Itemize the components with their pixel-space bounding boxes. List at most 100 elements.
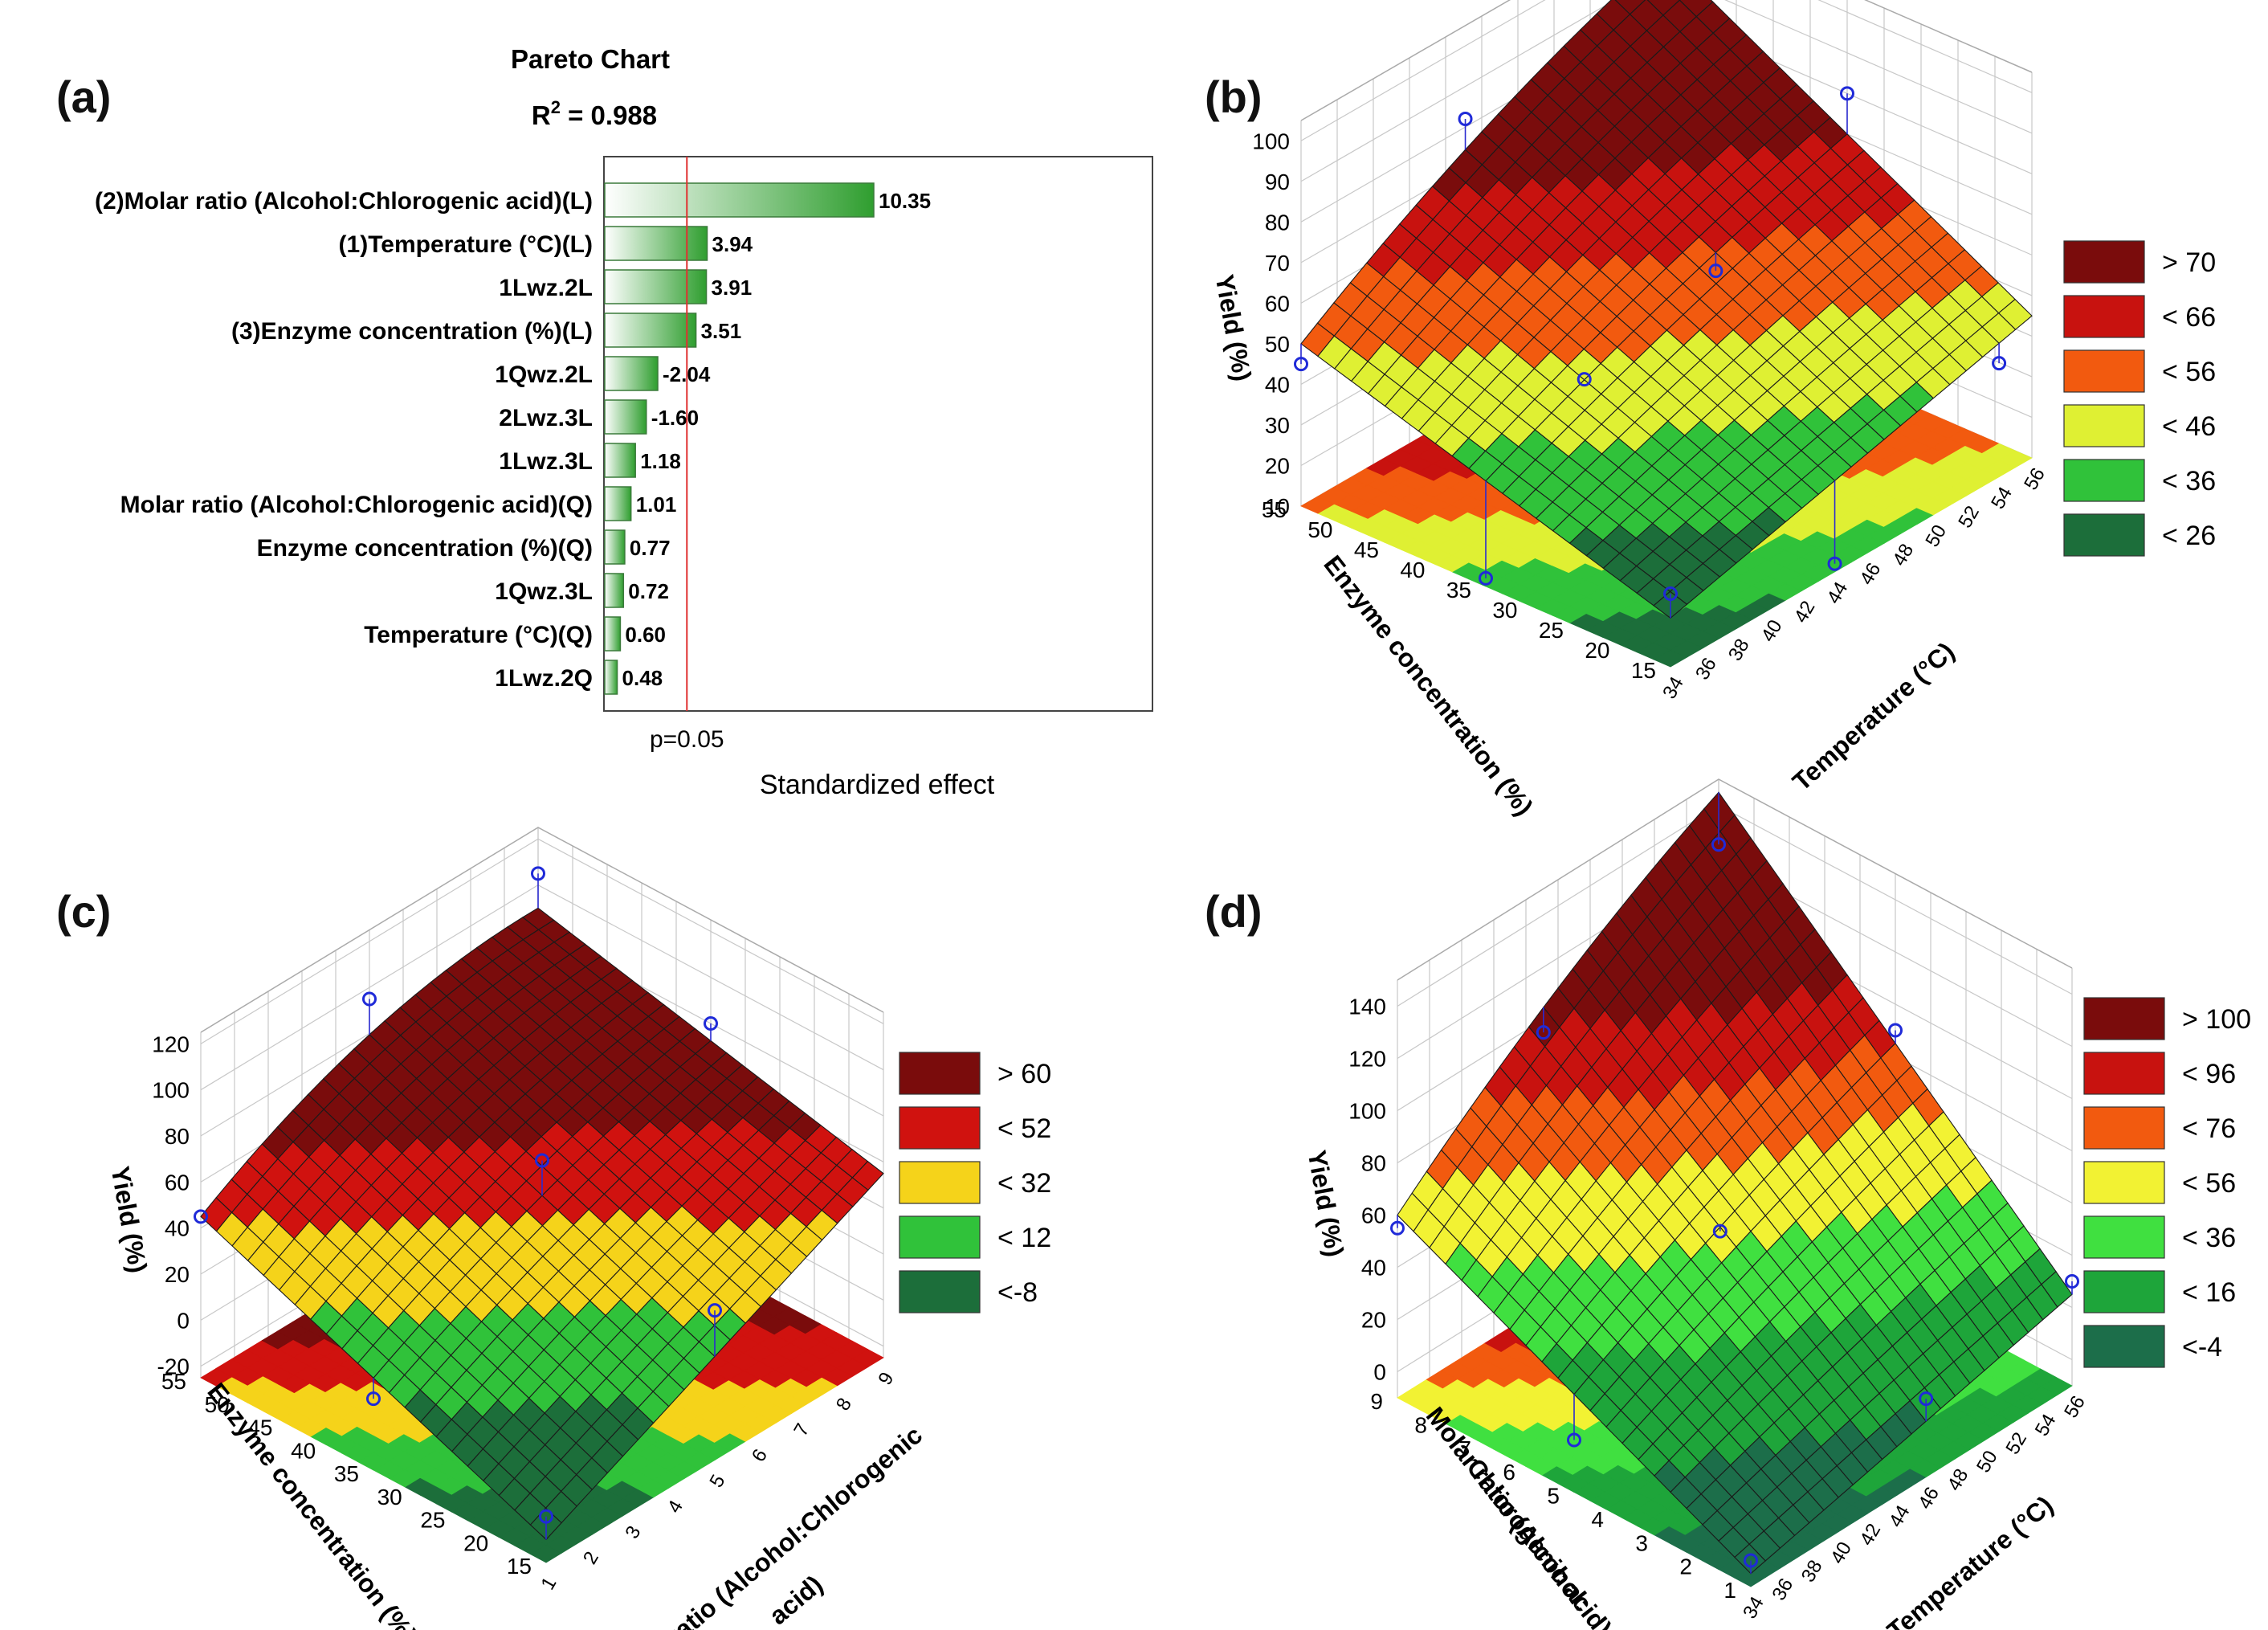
x-tick-label: 34 xyxy=(1658,673,1688,703)
z-tick-label: 60 xyxy=(1361,1203,1386,1228)
factor-label: 2Lwz.3L xyxy=(499,405,593,431)
x-tick-label: 5 xyxy=(705,1471,729,1491)
factor-label: Enzyme concentration (%)(Q) xyxy=(257,535,593,562)
effect-bar xyxy=(604,356,659,391)
legend-label: < 36 xyxy=(2162,466,2216,496)
x-axis-title-line: acid) xyxy=(764,1570,828,1630)
z-tick-label: 100 xyxy=(1252,129,1290,153)
legend-swatch xyxy=(899,1161,981,1204)
data-point xyxy=(1744,1553,1758,1568)
x-tick-label: 8 xyxy=(832,1395,856,1415)
z-tick-label: 20 xyxy=(165,1262,190,1287)
y-tick-label: 20 xyxy=(463,1530,488,1555)
x-tick-label: 48 xyxy=(1889,540,1919,570)
y-tick-label: 40 xyxy=(291,1438,316,1463)
z-tick-label: 80 xyxy=(1361,1151,1386,1176)
data-point xyxy=(1708,263,1723,279)
legend-label: < 32 xyxy=(997,1168,1051,1199)
z-axis-title: Yield (%) xyxy=(1209,272,1257,383)
data-point xyxy=(1888,1023,1903,1038)
wall-edge xyxy=(200,827,884,1033)
subtitle-prefix: R xyxy=(532,100,551,130)
x-tick-label: 38 xyxy=(1724,635,1754,665)
x-tick-label: 34 xyxy=(1739,1593,1768,1623)
z-axis-title: Yield (%) xyxy=(1302,1148,1349,1259)
x-tick-label: 40 xyxy=(1826,1538,1856,1568)
legend-swatch xyxy=(2083,1215,2165,1259)
z-tick-label: 120 xyxy=(152,1032,190,1056)
data-point xyxy=(1479,570,1493,586)
z-tick-label: 10 xyxy=(1265,494,1290,519)
y-tick-label: 9 xyxy=(1370,1389,1383,1414)
wall-gridline xyxy=(1300,0,2033,182)
y-tick-label: 30 xyxy=(377,1485,402,1509)
x-tick-label: 40 xyxy=(1757,616,1787,646)
factor-label: 1Qwz.3L xyxy=(495,578,593,605)
y-tick-label: 2 xyxy=(1679,1554,1692,1579)
factor-label: 1Lwz.2Q xyxy=(495,665,593,692)
effect-value-label: 10.35 xyxy=(879,189,931,213)
y-tick-label: 6 xyxy=(1503,1460,1515,1485)
z-tick-label: 20 xyxy=(1361,1308,1386,1333)
data-point xyxy=(1577,372,1592,387)
subtitle-suffix: = 0.988 xyxy=(561,100,657,130)
legend-label: < 56 xyxy=(2162,357,2216,387)
effect-bar xyxy=(604,443,636,478)
factor-label: (3)Enzyme concentration (%)(L) xyxy=(231,318,593,345)
legend-swatch xyxy=(2083,1052,2165,1095)
z-tick-label: 60 xyxy=(1265,291,1290,316)
x-axis-title: Temperature (°C) xyxy=(1787,636,1960,796)
data-point xyxy=(1536,1025,1551,1040)
chart-subtitle: R2 = 0.988 xyxy=(532,97,657,130)
y-tick-label: 25 xyxy=(420,1508,445,1533)
y-tick-label: 1 xyxy=(1723,1578,1736,1603)
y-tick-label: 50 xyxy=(1307,517,1332,542)
x-tick-label: 36 xyxy=(1691,654,1721,684)
panel-label-d: (d) xyxy=(1205,886,1262,937)
data-point xyxy=(1390,1220,1405,1236)
x-tick-label: 42 xyxy=(1790,597,1820,627)
surface-plot-b-panel: (b) 10 20 30 40 50 60 70 80 90 100 Yield (%) 34 36 38… xyxy=(1189,0,2268,821)
legend-swatch xyxy=(2063,459,2145,502)
surface-cell xyxy=(1734,1543,1766,1575)
legend-label: > 70 xyxy=(2162,247,2216,278)
factor-label: 1Lwz.2L xyxy=(499,275,593,301)
z-tick-label: 100 xyxy=(152,1078,190,1103)
effect-bar xyxy=(604,529,626,565)
legend-label: <-4 xyxy=(2182,1332,2222,1362)
y-tick-label: 30 xyxy=(1492,598,1517,623)
legend-label: > 100 xyxy=(2182,1004,2251,1035)
z-tick-label: 90 xyxy=(1265,170,1290,194)
effect-bar xyxy=(604,660,618,695)
effect-value-label: 0.72 xyxy=(628,579,669,603)
legend-label: < 46 xyxy=(2162,411,2216,442)
legend-label: < 52 xyxy=(997,1113,1051,1144)
y-tick-label: 35 xyxy=(1446,578,1471,603)
y-tick-label: 4 xyxy=(1591,1507,1604,1532)
effect-value-label: 0.77 xyxy=(630,536,671,560)
y-tick-label: 40 xyxy=(1400,558,1425,582)
x-tick-label: 46 xyxy=(1914,1484,1944,1514)
z-tick-label: 40 xyxy=(165,1216,190,1241)
effect-bar xyxy=(604,269,708,304)
legend-swatch xyxy=(2063,295,2145,338)
factor-label: (2)Molar ratio (Alcohol:Chlorogenic acid… xyxy=(95,188,593,214)
legend-swatch xyxy=(899,1270,981,1313)
z-tick-label: 30 xyxy=(1265,413,1290,438)
legend-swatch xyxy=(2083,997,2165,1040)
chart-title: Pareto Chart xyxy=(511,44,670,74)
x-tick-label: 42 xyxy=(1856,1520,1886,1550)
factor-label: 1Qwz.2L xyxy=(495,362,593,388)
z-tick-label: 80 xyxy=(1265,210,1290,235)
x-tick-label: 50 xyxy=(1972,1447,2002,1477)
z-tick-label: 80 xyxy=(165,1124,190,1149)
x-tick-label: 4 xyxy=(663,1497,687,1517)
pareto-chart-panel: (a) Pareto Chart R2 = 0.988 10.35 (2)Molar … xyxy=(0,0,1205,811)
factor-label: 1Lwz.3L xyxy=(499,448,593,475)
x-tick-label: 50 xyxy=(1921,521,1951,551)
legend-swatch xyxy=(2063,349,2145,393)
data-point xyxy=(1567,1432,1581,1448)
y-tick-label: 7 xyxy=(1458,1436,1471,1461)
z-tick-label: 0 xyxy=(177,1308,190,1333)
data-point xyxy=(1458,112,1473,127)
